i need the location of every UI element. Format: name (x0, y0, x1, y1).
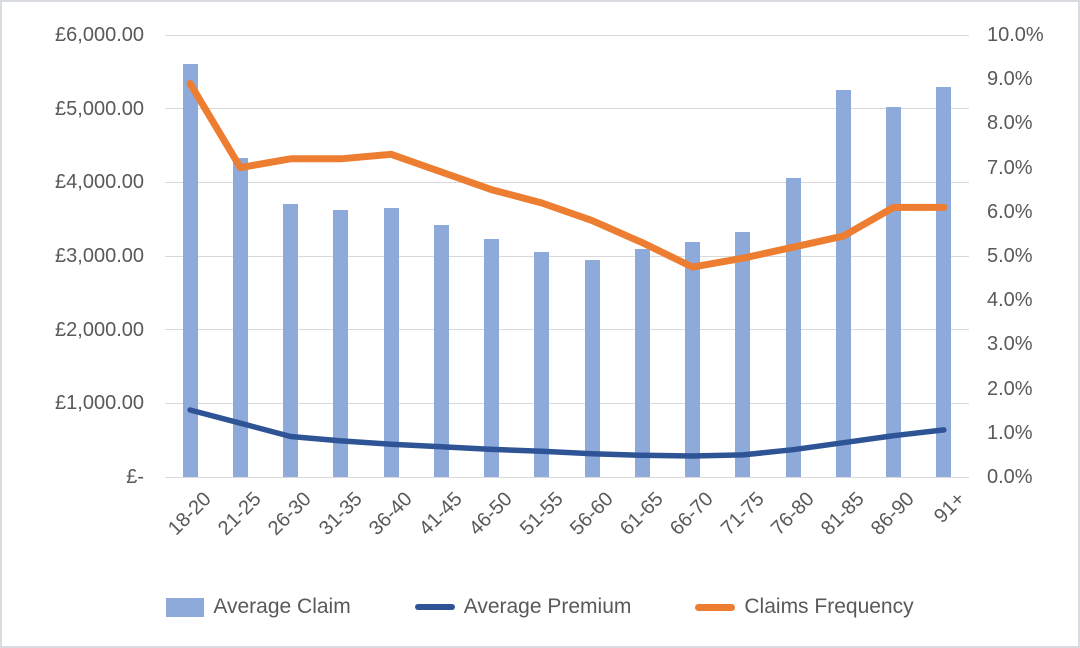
y-axis-right-tick-label: 9.0% (987, 68, 1033, 91)
x-axis-category-label: 81-85 (817, 488, 869, 540)
x-axis-category-label: 41-45 (415, 488, 467, 540)
y-axis-right-tick-label: 5.0% (987, 245, 1033, 267)
bar-average-claim (484, 239, 500, 477)
x-axis-category-label: 86-90 (867, 488, 920, 540)
legend-label-claims-frequency: Claims Frequency (744, 595, 914, 618)
x-axis-category-label: 36-40 (364, 488, 417, 540)
line-swatch-icon (695, 603, 736, 611)
bar-average-claim (534, 252, 550, 477)
y-axis-left-tick-label: £2,000.00 (55, 318, 144, 341)
bar-average-claim (685, 242, 701, 477)
bar-average-claim (232, 158, 248, 477)
gridline (165, 402, 969, 404)
x-axis-category-label: 21-25 (214, 488, 266, 540)
y-axis-right-tick-label: 4.0% (987, 289, 1033, 312)
y-axis-right-tick-label: 2.0% (987, 377, 1033, 400)
average-premium-line (187, 407, 947, 459)
x-axis-category-label: 31-35 (314, 488, 367, 540)
claims-frequency-line (186, 80, 948, 271)
legend-item-average-premium: Average Premium (414, 595, 632, 619)
bar-average-claim (835, 90, 851, 477)
bar-average-claim (735, 231, 751, 477)
gridline (165, 181, 969, 183)
y-axis-right-tick-label: 1.0% (987, 421, 1033, 444)
bar-average-claim (785, 177, 801, 477)
legend-label-average-premium: Average Premium (463, 595, 632, 618)
bar-average-claim (383, 208, 399, 477)
gridline (165, 476, 969, 478)
y-axis-left-tick-label: £6,000.00 (55, 24, 144, 46)
y-axis-left-tick-label: £3,000.00 (55, 245, 144, 267)
bar-average-claim (283, 204, 299, 477)
x-axis-category-label: 18-20 (163, 488, 216, 540)
y-axis-right-tick-label: 3.0% (987, 333, 1033, 356)
bar-average-claim (433, 225, 449, 477)
y-axis-right-tick-label: 8.0% (987, 112, 1033, 135)
bar-average-claim (584, 260, 600, 477)
x-axis-category-label: 76-80 (766, 488, 819, 540)
x-axis-category-label: 71-75 (716, 488, 769, 540)
legend: Average Claim Average Premium Claims Fre… (2, 587, 1078, 627)
bar-average-claim (886, 107, 902, 477)
y-axis-right-tick-label: 0.0% (987, 466, 1033, 488)
x-axis-category-label: 26-30 (264, 488, 317, 540)
gridline (165, 108, 969, 110)
x-axis-category-label: 66-70 (666, 488, 719, 540)
y-axis-right-tick-label: 10.0% (987, 24, 1044, 46)
y-axis-left-tick-label: £- (126, 466, 144, 488)
legend-item-claims-frequency: Claims Frequency (695, 595, 914, 619)
bar-average-claim (333, 209, 349, 477)
y-axis-left-tick-label: £5,000.00 (55, 97, 144, 120)
gridline (165, 329, 969, 331)
y-axis-left-tick-label: £4,000.00 (55, 171, 144, 194)
y-axis-right-tick-label: 6.0% (987, 200, 1033, 223)
line-swatch-icon (414, 604, 455, 610)
y-axis-right-tick-label: 7.0% (987, 156, 1033, 179)
x-axis-category-label: 46-50 (465, 488, 518, 540)
line-series-layer (186, 80, 948, 459)
x-axis-category-label: 61-65 (616, 488, 668, 540)
x-axis-category-label: 51-55 (515, 488, 568, 540)
x-axis-category-label: 56-60 (565, 488, 618, 540)
x-axis-category-label: 91+ (929, 488, 970, 528)
bar-average-claim (182, 63, 198, 477)
plot-area (165, 34, 969, 478)
y-axis-left-tick-label: £1,000.00 (55, 392, 144, 415)
legend-label-average-claim: Average Claim (213, 595, 351, 618)
bar-swatch-icon (166, 597, 205, 617)
gridline (165, 255, 969, 257)
gridline (165, 34, 969, 36)
bar-average-claim (634, 248, 650, 477)
legend-item-average-claim: Average Claim (166, 595, 351, 619)
bar-average-claim (936, 86, 952, 477)
